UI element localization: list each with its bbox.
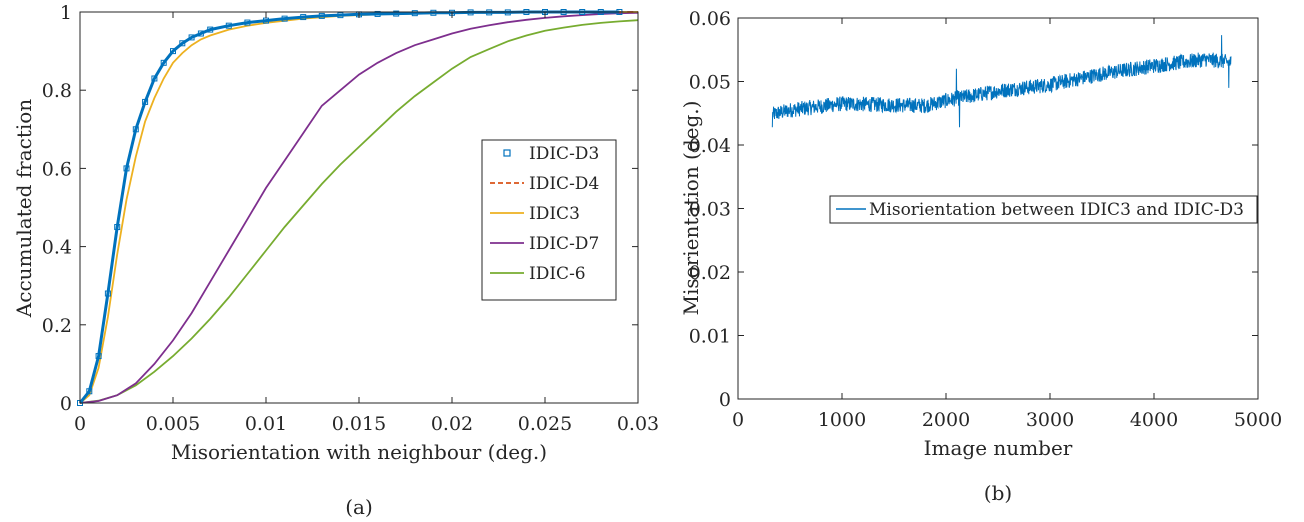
panel-a-ticks: 0 0.005 0.01 0.015 0.02 0.025 0.03 0 0.2 0.4 0.6 0.… bbox=[42, 2, 659, 435]
data-point-idic-d3 bbox=[86, 388, 93, 395]
panel-a-xtick-label: 0.005 bbox=[146, 413, 200, 435]
panel-b-xlabel: Image number bbox=[924, 436, 1073, 460]
legend-label: Misorientation between IDIC3 and IDIC-D3 bbox=[869, 200, 1244, 220]
data-point-idic-d3 bbox=[393, 10, 400, 17]
panel-b-xtick-label: 5000 bbox=[1234, 409, 1282, 431]
panel-b-ticks: 0 1000 2000 3000 4000 5000 0 0.01 0.02 0.03 0.04 0.… bbox=[689, 8, 1282, 431]
panel-b-ytick-label: 0 bbox=[719, 389, 731, 411]
data-point-idic-d3 bbox=[95, 353, 102, 360]
panel-a-xlabel: Misorientation with neighbour (deg.) bbox=[171, 440, 547, 464]
data-point-idic-d3 bbox=[225, 22, 232, 29]
panel-b-legend-box bbox=[829, 195, 1258, 224]
legend-label: IDIC-D7 bbox=[529, 234, 599, 254]
data-point-idic-d3 bbox=[337, 12, 344, 19]
panel-a-ytick-label: 0.6 bbox=[42, 158, 72, 180]
panel-b-ytick-label: 0.04 bbox=[689, 135, 731, 157]
data-point-idic-d3 bbox=[188, 34, 195, 41]
panel-a-ytick-label: 0.2 bbox=[42, 315, 72, 337]
data-point-idic-d3 bbox=[411, 10, 418, 17]
panel-b-xtick-label: 2000 bbox=[922, 409, 970, 431]
data-point-idic-d3 bbox=[263, 17, 269, 24]
data-point-idic-d3 bbox=[151, 75, 158, 82]
panel-b-ylabel: Misorientation (deg.) bbox=[679, 101, 703, 316]
series-line-idic-6 bbox=[79, 19, 639, 404]
data-point-idic-d3 bbox=[281, 15, 288, 22]
panel-b-ytick-label: 0.06 bbox=[689, 8, 731, 30]
panel-b-xtick-label: 3000 bbox=[1026, 409, 1074, 431]
panel-b-xtick-label: 4000 bbox=[1130, 409, 1178, 431]
legend-label: IDIC-6 bbox=[529, 264, 586, 284]
legend-label: IDIC-D3 bbox=[529, 144, 599, 164]
panel-a-ylabel: Accumulated fraction bbox=[12, 99, 36, 318]
panel-a-xtick-label: 0.01 bbox=[245, 413, 287, 435]
data-point-idic-d3 bbox=[123, 165, 130, 172]
panel-b-xtick-label: 0 bbox=[732, 409, 744, 431]
panel-b-ytick-label: 0.05 bbox=[689, 72, 731, 94]
panel-a-xtick-label: 0 bbox=[74, 413, 86, 435]
data-point-idic-d3 bbox=[318, 12, 325, 19]
data-point-idic-d3 bbox=[114, 224, 121, 231]
panel-a-xtick-label: 0.03 bbox=[617, 413, 659, 435]
panel-b-ytick-label: 0.01 bbox=[689, 326, 731, 348]
data-point-idic-d3 bbox=[104, 290, 111, 297]
data-point-idic-d3 bbox=[207, 26, 214, 33]
legend-label: IDIC-D4 bbox=[529, 174, 599, 194]
data-point-idic-d3 bbox=[179, 40, 186, 47]
panel-a-ytick-label: 0.4 bbox=[42, 237, 72, 259]
series-line-misorientation bbox=[771, 35, 1232, 128]
data-point-idic-d3 bbox=[160, 59, 167, 66]
panel-a-legend: IDIC-D3 IDIC-D4 IDIC3 IDIC-D7 IDIC-6 bbox=[481, 139, 617, 301]
panel-b-legend: Misorientation between IDIC3 and IDIC-D3 bbox=[829, 195, 1258, 224]
data-point-idic-d3 bbox=[197, 30, 204, 37]
panel-a-chart: 0 0.005 0.01 0.015 0.02 0.025 0.03 0 0.2 0.4 0.6 0.… bbox=[12, 2, 659, 519]
data-point-idic-d3 bbox=[132, 126, 139, 133]
data-point-idic-d3 bbox=[374, 10, 381, 17]
panel-b-chart: 0 1000 2000 3000 4000 5000 0 0.01 0.02 0.03 0.04 0.… bbox=[679, 8, 1282, 505]
panel-b-ytick-label: 0.02 bbox=[689, 262, 731, 284]
data-point-idic-d3 bbox=[142, 98, 149, 105]
legend-marker bbox=[503, 149, 511, 157]
panel-b-plot-area bbox=[771, 35, 1232, 128]
panel-a-plot-area bbox=[77, 9, 639, 406]
panel-a-ytick-label: 1 bbox=[60, 2, 72, 24]
data-point-idic-d3 bbox=[244, 19, 251, 26]
panel-a-ytick-label: 0 bbox=[60, 393, 72, 415]
data-point-idic-d3 bbox=[300, 14, 307, 21]
panel-b-caption: (b) bbox=[984, 481, 1012, 505]
panel-a-xtick-label: 0.02 bbox=[431, 413, 473, 435]
data-point-idic-d3 bbox=[430, 9, 437, 16]
panel-a-caption: (a) bbox=[345, 495, 373, 519]
panel-b-ytick-label: 0.03 bbox=[689, 199, 731, 221]
panel-a-xtick-label: 0.015 bbox=[332, 413, 386, 435]
panel-a-ytick-label: 0.8 bbox=[42, 80, 72, 102]
panel-a-xtick-label: 0.025 bbox=[518, 413, 572, 435]
data-point-idic-d3 bbox=[170, 48, 176, 55]
panel-b-xtick-label: 1000 bbox=[818, 409, 866, 431]
legend-label: IDIC3 bbox=[529, 204, 580, 224]
